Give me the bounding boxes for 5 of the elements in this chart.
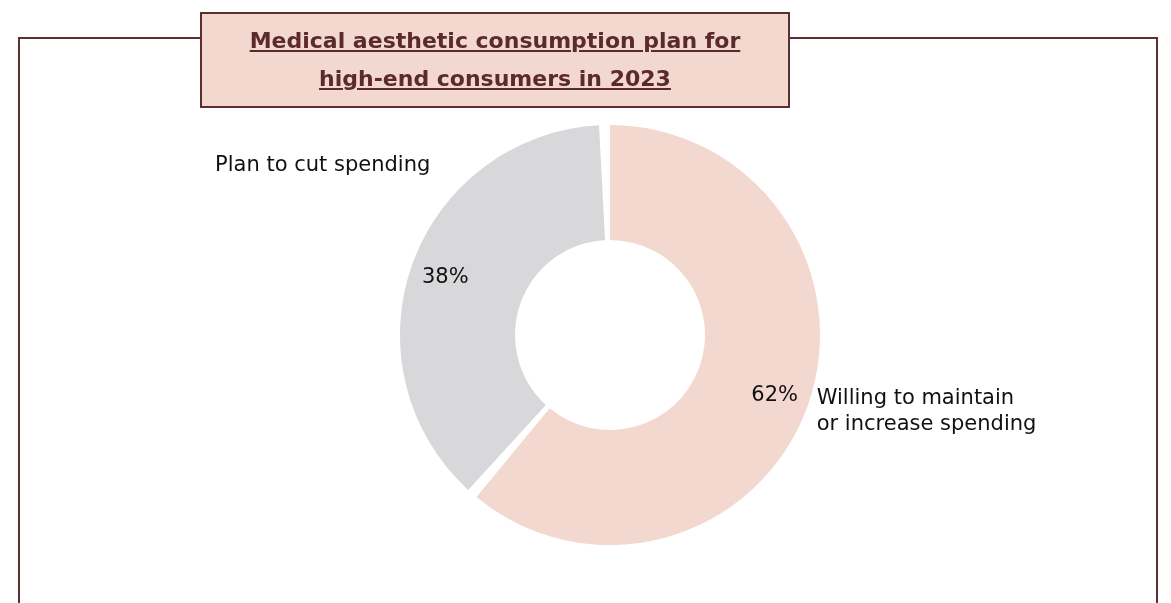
slice-label: Plan to cut spending	[215, 151, 431, 176]
slice-label: Willing to maintain or increase spending	[816, 385, 1037, 436]
data-label: 38%	[421, 263, 469, 288]
data-label: 62%	[751, 382, 799, 407]
chart-title: Medical aesthetic consumption plan for high-end consumers in 2023	[248, 27, 742, 93]
